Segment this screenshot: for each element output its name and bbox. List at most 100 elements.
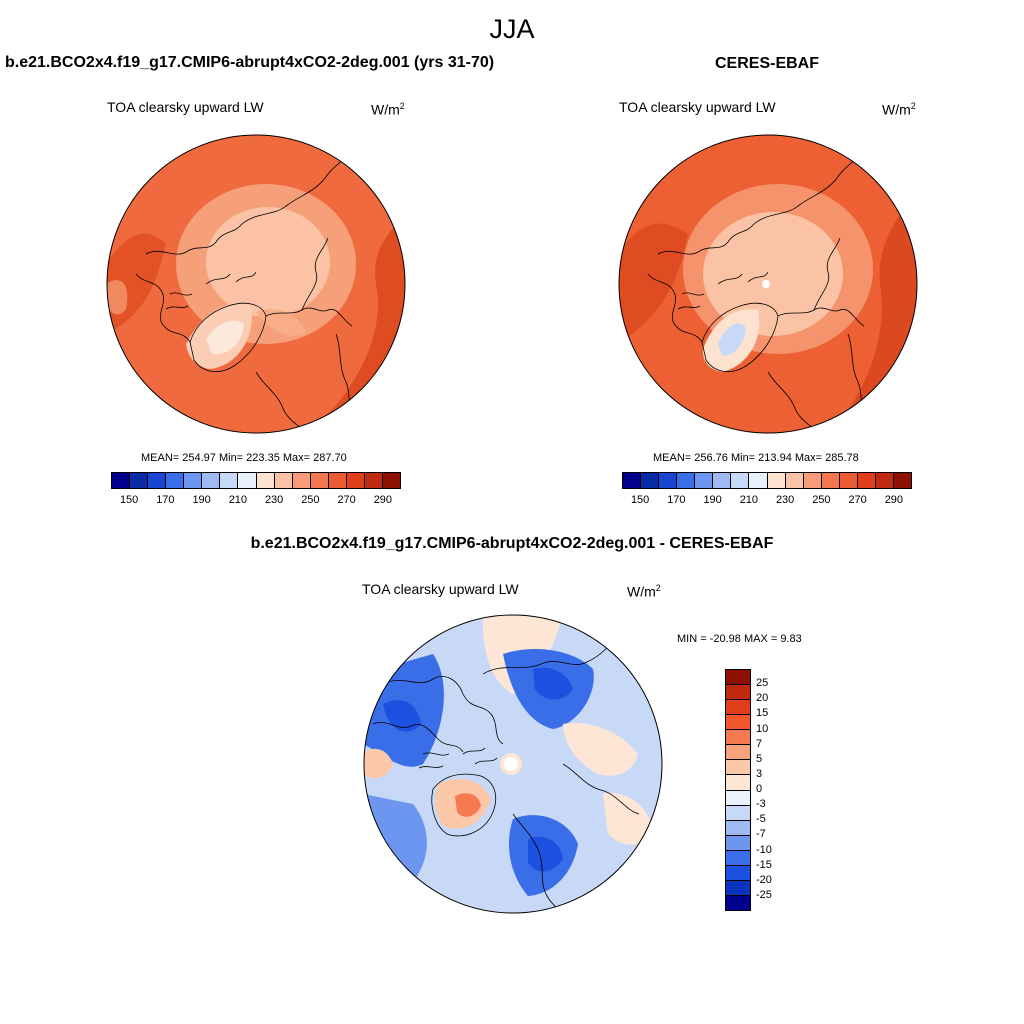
colorbar-tick-label: 250	[301, 494, 320, 506]
colorbar-swatch	[726, 850, 750, 866]
diff-field-pos-pacific	[603, 793, 653, 845]
model-polar-map	[106, 134, 406, 434]
colorbar-tick-label: 190	[703, 494, 722, 506]
colorbar-swatch	[875, 473, 894, 488]
colorbar-tick-label: 210	[228, 494, 248, 506]
colorbar-swatch	[382, 473, 400, 488]
colorbar-swatch	[726, 790, 750, 806]
obs-coastlines	[647, 145, 871, 433]
colorbar-tick-label: 170	[156, 494, 175, 506]
diff-field-strong-neg-canada	[383, 700, 421, 732]
colorbar-swatch	[726, 730, 750, 746]
diff-pole-hole	[504, 757, 518, 771]
colorbar-tick-label: 270	[337, 494, 356, 506]
colorbar-tick-label: 15	[756, 707, 769, 720]
diff-field-strong-pos-greenland	[455, 793, 481, 817]
obs-stats: MEAN= 256.76 Min= 213.94 Max= 285.78	[653, 452, 859, 464]
colorbar-tick-label: 20	[756, 692, 769, 705]
model-map-border	[106, 134, 406, 434]
colorbar-swatch	[346, 473, 365, 488]
colorbar-tick-label: 0	[756, 783, 763, 795]
colorbar-swatch	[112, 473, 131, 488]
diff-panel-title: b.e21.BCO2x4.f19_g17.CMIP6-abrupt4xCO2-2…	[250, 535, 774, 552]
model-field-arctic-core	[206, 207, 330, 317]
colorbar-tick-label: -7	[756, 828, 766, 841]
colorbar-tick-label: -5	[756, 813, 766, 826]
colorbar-swatch	[726, 835, 750, 851]
colorbar-swatch	[166, 473, 185, 488]
colorbar-tick-label: 230	[264, 494, 284, 506]
colorbar-tick-label: 290	[373, 494, 393, 506]
diff-colorbar	[725, 669, 751, 911]
colorbar-tick-label: 5	[756, 752, 763, 765]
colorbar-tick-label: -10	[756, 843, 772, 856]
colorbar-swatch	[726, 820, 750, 836]
colorbar-tick-label: 7	[756, 737, 763, 750]
season-title: JJA	[489, 14, 535, 44]
colorbar-tick-label: 290	[884, 494, 904, 506]
colorbar-swatch	[726, 760, 750, 776]
colorbar-swatch	[695, 473, 714, 488]
colorbar-tick-label: 210	[739, 494, 759, 506]
colorbar-swatch	[713, 473, 732, 488]
colorbar-tick-label: 170	[667, 494, 686, 506]
colorbar-swatch	[785, 473, 804, 488]
colorbar-swatch	[767, 473, 786, 488]
diff-variable-label: TOA clearsky upward LW	[362, 581, 519, 597]
colorbar-tick-label: 10	[756, 722, 769, 735]
model-units-label: W/m2	[371, 101, 405, 118]
obs-polar-map	[618, 134, 918, 434]
model-stats: MEAN= 254.97 Min= 223.35 Max= 287.70	[141, 452, 347, 464]
colorbar-swatch	[821, 473, 840, 488]
colorbar-swatch	[659, 473, 678, 488]
model-panel-title: b.e21.BCO2x4.f19_g17.CMIP6-abrupt4xCO2-2…	[5, 54, 495, 71]
model-variable-label: TOA clearsky upward LW	[107, 99, 264, 115]
diff-field-pos-west	[364, 748, 393, 779]
obs-map-border	[618, 134, 918, 434]
colorbar-swatch	[677, 473, 696, 488]
colorbar-swatch	[803, 473, 822, 488]
obs-pole-hole	[762, 280, 770, 288]
colorbar-swatch	[726, 775, 750, 791]
model-field-canada-patch	[256, 309, 306, 336]
colorbar-swatch	[310, 473, 329, 488]
colorbar-tick-label: 190	[192, 494, 211, 506]
colorbar-swatch	[641, 473, 660, 488]
obs-units-label: W/m2	[882, 101, 916, 118]
colorbar-swatch	[839, 473, 858, 488]
colorbar-swatch	[623, 473, 642, 488]
colorbar-swatch	[893, 473, 911, 488]
obs-colorbar	[622, 472, 912, 489]
colorbar-swatch	[328, 473, 347, 488]
colorbar-swatch	[726, 700, 750, 716]
model-field-greenland-core	[206, 320, 244, 355]
colorbar-tick-label: 25	[756, 677, 769, 690]
colorbar-swatch	[726, 895, 750, 910]
colorbar-swatch	[726, 715, 750, 731]
diff-map-border	[363, 614, 663, 914]
diff-field-strong-neg-europe	[528, 836, 563, 872]
colorbar-swatch	[148, 473, 167, 488]
obs-panel-title: CERES-EBAF	[715, 55, 820, 72]
colorbar-swatch	[731, 473, 750, 488]
diff-field-strong-neg-siberia	[533, 667, 573, 700]
colorbar-swatch	[749, 473, 768, 488]
colorbar-tick-label: 230	[775, 494, 795, 506]
colorbar-swatch	[726, 865, 750, 881]
colorbar-tick-label: 250	[812, 494, 831, 506]
colorbar-swatch	[292, 473, 311, 488]
obs-field-greenland-cold	[718, 323, 746, 356]
colorbar-tick-label: 270	[848, 494, 867, 506]
colorbar-tick-label: 150	[630, 494, 650, 506]
colorbar-swatch	[274, 473, 293, 488]
model-coastlines	[135, 145, 359, 433]
colorbar-tick-label: -3	[756, 798, 766, 811]
obs-variable-label: TOA clearsky upward LW	[619, 99, 776, 115]
diff-units-label: W/m2	[627, 583, 661, 600]
colorbar-swatch	[184, 473, 203, 488]
model-field-siberia-patch	[107, 280, 128, 315]
colorbar-swatch	[857, 473, 876, 488]
colorbar-swatch	[364, 473, 383, 488]
colorbar-tick-label: -20	[756, 873, 772, 886]
colorbar-swatch	[202, 473, 221, 488]
